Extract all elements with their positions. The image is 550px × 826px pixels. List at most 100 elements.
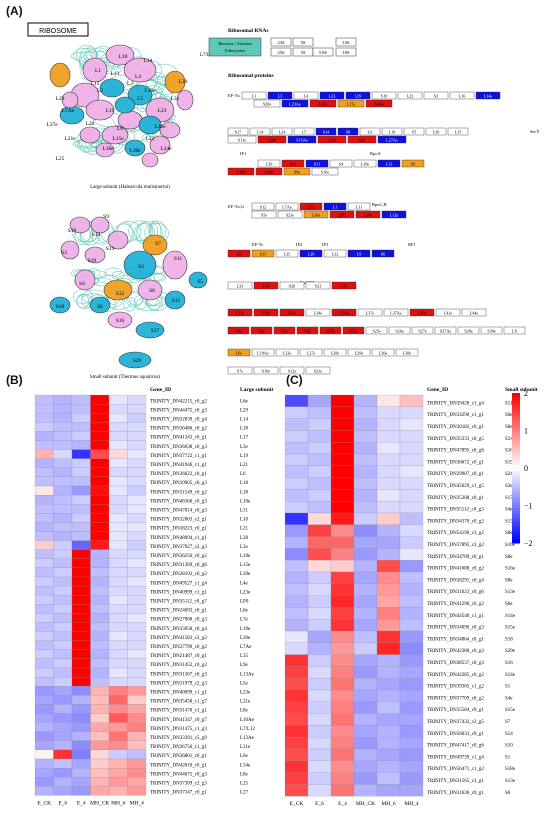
gene-id-label: TRINITY_DN42285_c0_g2 bbox=[427, 673, 484, 678]
heatmap-cell bbox=[71, 704, 91, 714]
heatmap-cell bbox=[353, 560, 378, 573]
heatmap-cell bbox=[399, 654, 424, 667]
small-subunit-label: S10 bbox=[68, 228, 77, 234]
protein-box bbox=[227, 281, 253, 290]
heatmap-cell bbox=[353, 442, 378, 455]
heatmap-cell bbox=[53, 494, 73, 505]
protein-box-label: S4 bbox=[339, 161, 344, 166]
heatmap-cell bbox=[399, 489, 424, 502]
large-subunit-label: L22 bbox=[146, 136, 155, 142]
heatmap-cell bbox=[330, 689, 355, 702]
subunit-label: S14 bbox=[505, 732, 513, 737]
protein-box-label: L23Ae bbox=[289, 101, 301, 106]
heatmap-cell bbox=[90, 531, 110, 541]
protein-box bbox=[227, 135, 257, 144]
gene-id-label: TRINITY_DN32003_c2_g1 bbox=[150, 518, 207, 523]
heatmap-cell bbox=[127, 476, 147, 487]
protein-box-label: S21e bbox=[314, 368, 323, 373]
heatmap-cell bbox=[34, 513, 54, 523]
heatmap-cell bbox=[284, 630, 309, 643]
protein-box-label: LP0 bbox=[339, 212, 346, 217]
heatmap-cell bbox=[71, 467, 91, 478]
protein-box bbox=[357, 308, 383, 317]
heatmap-cell bbox=[53, 422, 73, 432]
gene-id-label: TRINITY_DN47014_c0_g3 bbox=[150, 508, 207, 513]
heatmap-cell bbox=[90, 649, 110, 659]
heatmap-cell bbox=[71, 713, 91, 723]
protein-box-label: L3 bbox=[278, 93, 283, 98]
heatmap-cell bbox=[376, 654, 401, 667]
protein-box bbox=[319, 91, 345, 100]
gene-id-label: TRINITY_DN37347_c0_g1 bbox=[150, 791, 207, 796]
heatmap-cell bbox=[284, 784, 309, 797]
gene-id-label: TRINITY_DN38291_c0_g4 bbox=[427, 578, 484, 583]
subunit-label: LP0 bbox=[240, 599, 249, 604]
heatmap-cell bbox=[127, 695, 147, 705]
heatmap-cell bbox=[34, 677, 54, 687]
gene-id-label: TRINITY_DN41347_c0_g7 bbox=[150, 718, 207, 723]
protein-box bbox=[227, 308, 253, 317]
gene-id-label: TRINITY_DN35112_c0_g7 bbox=[150, 599, 207, 604]
heatmap-cell bbox=[90, 604, 110, 614]
protein-box-label: L13 bbox=[386, 161, 393, 166]
heatmap-cell bbox=[353, 666, 378, 679]
gene-id-label: TRINITY_DN46366_c0_g3 bbox=[150, 499, 207, 504]
small-subunit-label: S12 bbox=[116, 291, 125, 297]
protein-box-label: L18e bbox=[361, 161, 370, 166]
gene-id-label: TRINITY_DN40999_c1_g1 bbox=[150, 590, 207, 595]
protein-box bbox=[457, 326, 480, 335]
protein-box-label: L9 bbox=[357, 251, 362, 256]
gene-id-label: TRINITY_DN38223_c0_g1 bbox=[150, 527, 207, 532]
protein-box-label: S4e bbox=[235, 328, 241, 333]
protein-box-label: L12 bbox=[308, 204, 315, 209]
heatmap-cell bbox=[108, 704, 128, 714]
heatmap-cell bbox=[307, 784, 332, 797]
protein-box bbox=[329, 210, 355, 219]
heatmap-cell bbox=[108, 431, 128, 441]
heatmap-cell bbox=[353, 406, 378, 419]
protein-box-label: L12e bbox=[390, 212, 399, 217]
protein-box bbox=[434, 326, 457, 335]
heatmap-cell bbox=[127, 431, 147, 441]
heatmap-cell bbox=[284, 465, 309, 478]
subunit-label: L8e bbox=[240, 709, 249, 714]
protein-box bbox=[371, 249, 395, 258]
heatmap-cell bbox=[376, 430, 401, 443]
subunit-label: S7 bbox=[505, 720, 511, 725]
protein-box-label: L37Ae bbox=[390, 310, 402, 315]
protein-box bbox=[299, 348, 323, 357]
small-subunit-label: S6 bbox=[97, 304, 103, 310]
heatmap-cell bbox=[127, 758, 147, 769]
heatmap-cell bbox=[330, 394, 355, 407]
heatmap-cell bbox=[353, 512, 378, 525]
heatmap-cell bbox=[53, 686, 73, 696]
heatmap-cell bbox=[376, 737, 401, 750]
heatmap-cell bbox=[307, 512, 332, 525]
heatmap-cell bbox=[353, 430, 378, 443]
gene-id-label: TRINITY_DN49527_c1_g4 bbox=[150, 581, 207, 586]
protein-box bbox=[279, 281, 305, 290]
subunit-label: L17 bbox=[240, 436, 249, 441]
heatmap-cell bbox=[71, 722, 91, 732]
protein-box-label: L1 bbox=[252, 93, 257, 98]
heatmap-cell bbox=[108, 485, 128, 496]
heatmap-cell bbox=[127, 713, 147, 723]
heatmap-cell bbox=[330, 501, 355, 514]
heatmap-cell bbox=[307, 524, 332, 537]
protein-box bbox=[279, 308, 305, 317]
protein-box-label: L14 bbox=[257, 129, 265, 134]
heatmap-cell bbox=[108, 695, 128, 705]
gene-id-label: TRINITY_DN37027_c2_g3 bbox=[150, 545, 207, 550]
gene-id-label: TRINITY_DN54190_c3_g2 bbox=[427, 531, 484, 536]
protein-box-label: S6e bbox=[258, 328, 264, 333]
protein-box bbox=[423, 91, 449, 100]
subunit-label: L6e bbox=[240, 609, 249, 614]
subunit-label: L9e bbox=[240, 663, 249, 668]
heatmap-cell bbox=[353, 760, 378, 773]
subunit-label: S6e bbox=[505, 413, 513, 418]
heatmap-cell bbox=[307, 536, 332, 549]
heatmap-cell bbox=[108, 722, 128, 732]
heatmap-cell bbox=[330, 784, 355, 797]
heatmap-cell bbox=[108, 758, 128, 769]
heatmap-cell bbox=[34, 504, 54, 514]
